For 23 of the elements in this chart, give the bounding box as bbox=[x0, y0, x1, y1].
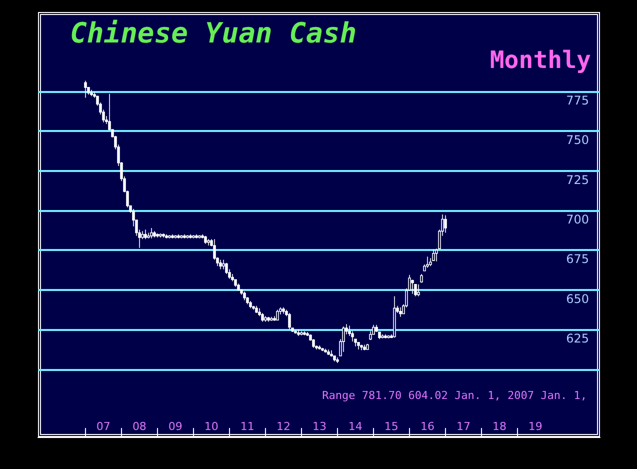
x-tick-label: 14 bbox=[348, 420, 362, 433]
x-tick-label: 08 bbox=[132, 420, 146, 433]
x-tick-label: 07 bbox=[96, 420, 110, 433]
x-tick-label: 15 bbox=[384, 420, 398, 433]
x-tick-label: 09 bbox=[168, 420, 182, 433]
x-tick-label: 18 bbox=[492, 420, 506, 433]
x-tick-label: 13 bbox=[312, 420, 326, 433]
y-tick-label: 725 bbox=[566, 172, 589, 187]
annotation: Range 781.70 604.02 Jan. 1, 2007 Jan. 1, bbox=[322, 389, 588, 402]
y-tick-label: 775 bbox=[566, 93, 589, 108]
text: Monthly bbox=[490, 46, 592, 74]
chart-title: Chinese Yuan Cash bbox=[70, 16, 357, 50]
y-tick-label: 650 bbox=[566, 292, 589, 306]
x-tick-label: 17 bbox=[456, 420, 470, 433]
x-tick-label: 16 bbox=[420, 420, 434, 433]
x-tick-label: 12 bbox=[276, 420, 290, 433]
x-tick-label: 11 bbox=[240, 420, 254, 433]
x-tick-label: 19 bbox=[528, 420, 542, 433]
x-tick-label: 10 bbox=[204, 420, 218, 433]
y-tick-label: 750 bbox=[566, 133, 589, 148]
y-tick-label: 625 bbox=[566, 332, 589, 346]
y-tick-label: 675 bbox=[566, 252, 589, 266]
y-tick-label: 700 bbox=[566, 212, 589, 227]
